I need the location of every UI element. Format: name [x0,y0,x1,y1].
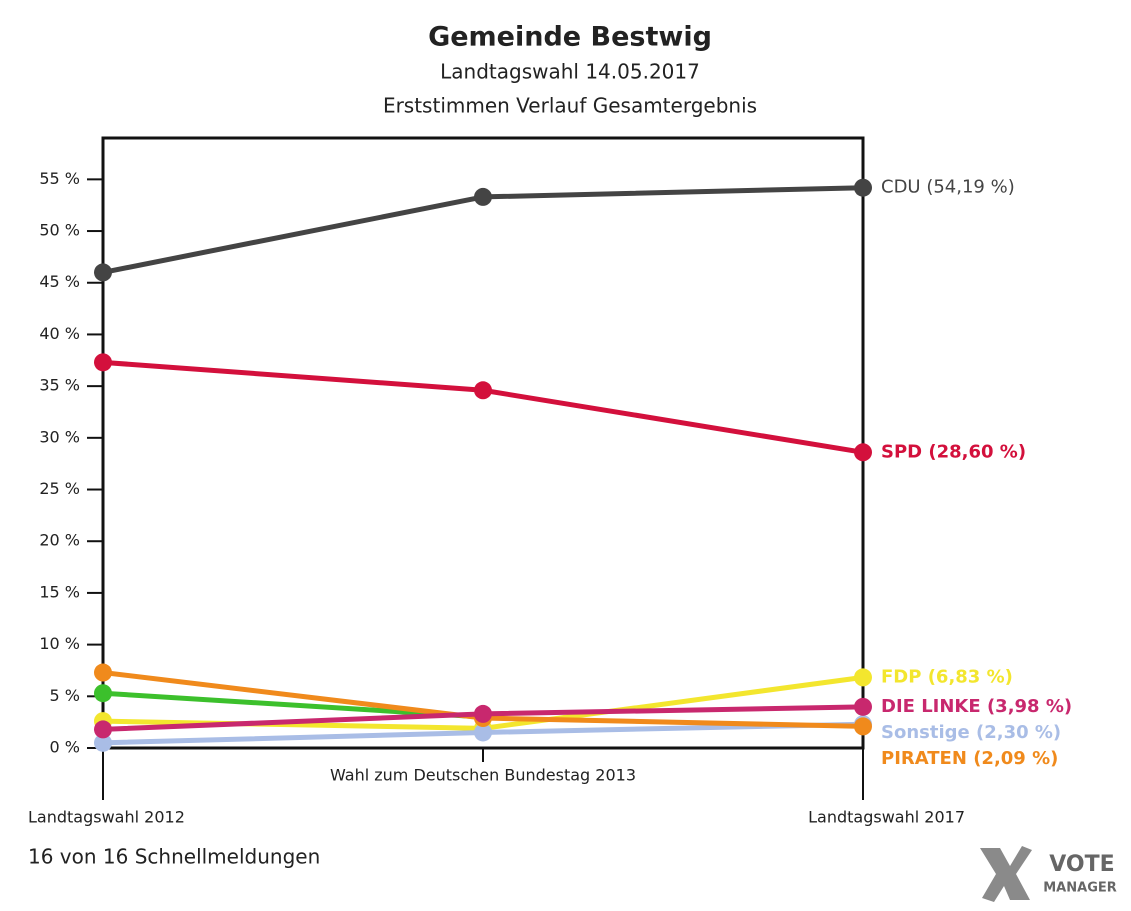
y-tick-label: 45 % [39,272,80,291]
end-label: FDP (6,83 %) [881,666,1013,687]
data-point [94,733,112,752]
end-label: Sonstige (2,30 %) [881,722,1061,743]
logo-text: VOTE [1049,852,1114,877]
data-point [474,187,492,206]
logo-text: MANAGER [1043,881,1117,896]
data-point [94,720,112,739]
data-point [474,381,492,400]
y-tick-label: 50 % [39,221,80,240]
y-tick-label: 30 % [39,427,80,446]
x-tick-label: Landtagswahl 2012 [28,808,185,827]
y-tick-label: 55 % [39,169,80,188]
series [94,353,872,462]
footer: 16 von 16 Schnellmeldungen [28,845,320,869]
end-label: PIRATEN (2,09 %) [881,748,1058,769]
x-tick-label: Wahl zum Deutschen Bundestag 2013 [330,766,636,785]
data-point [474,723,492,742]
data-point [94,663,112,682]
chart-title: Gemeinde Bestwig [428,22,712,53]
y-tick-label: 15 % [39,582,80,601]
y-tick-label: 25 % [39,479,80,498]
data-point [854,178,872,197]
data-point [94,263,112,282]
y-tick-label: 0 % [50,738,80,757]
series [94,697,872,739]
x-tick-label: Landtagswahl 2017 [808,808,965,827]
data-point [94,353,112,372]
y-tick-label: 5 % [50,686,80,705]
plot-frame [101,136,865,750]
y-tick-label: 10 % [39,634,80,653]
y-tick-label: 35 % [39,376,80,395]
data-point [854,717,872,736]
logo-mark [980,846,1032,902]
end-label: CDU (54,19 %) [881,177,1015,198]
chart-subtitle: Erststimmen Verlauf Gesamtergebnis [383,94,757,118]
data-point [854,668,872,687]
chart-subtitle: Landtagswahl 14.05.2017 [440,60,700,84]
data-point [854,443,872,462]
end-label: DIE LINKE (3,98 %) [881,696,1072,717]
data-point [854,697,872,716]
series-line [102,690,484,720]
y-tick-label: 20 % [39,531,80,550]
logo: VOTE MANAGER [980,846,1117,902]
series [94,178,872,282]
data-point [94,684,112,703]
end-label: SPD (28,60 %) [881,441,1026,462]
series-line [102,359,864,455]
y-tick-label: 40 % [39,324,80,343]
data-point [474,704,492,723]
